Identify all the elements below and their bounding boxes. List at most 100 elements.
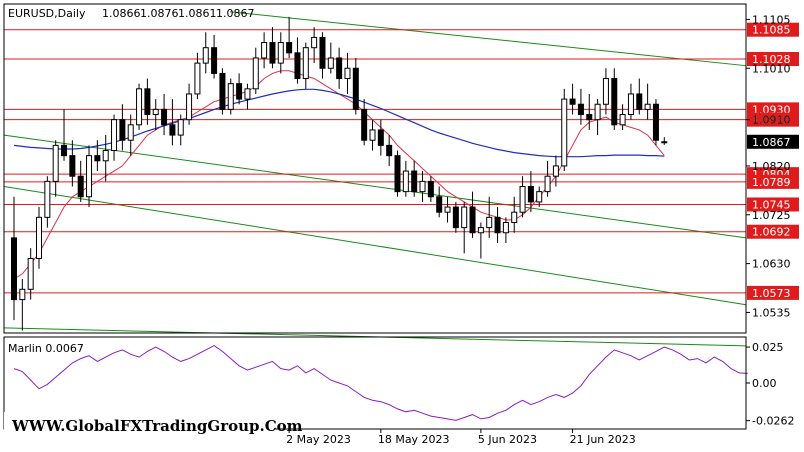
candle-bull [561,98,568,167]
candle-bear [494,216,501,234]
candle-bear [586,114,593,121]
candle-bull [44,180,51,218]
candle-bear [144,88,151,116]
candle-bull [86,155,93,198]
level-label: 1.0789 [752,176,791,189]
candle-bull [544,175,551,193]
date-tick-label: 18 May 2023 [378,433,450,446]
candle-bear [77,175,84,198]
candle-bear [61,144,68,157]
candle-bear [319,36,326,69]
watermark: WWW.GlobalFXTradingGroup.Com [11,417,303,435]
candle-bull [477,227,484,234]
ohlc-high: 1.0876 [140,7,179,20]
candle-bull [177,119,184,136]
candle-bull [277,42,284,64]
lower-trendline [3,185,747,306]
indicator-tick-label: -0.0262 [752,415,794,428]
candle-bear [411,170,418,193]
upper-trendline [229,11,747,67]
candle-bull [136,88,143,126]
price-tick-label: 1.1010 [752,62,791,75]
level-label-bg [747,197,799,212]
candle-bull [102,150,109,162]
candle-bull [27,257,34,290]
candle-bull [344,67,351,80]
indicator-pane-frame [3,336,747,430]
candle-bear [427,180,434,198]
level-label: 1.0910 [752,114,791,127]
level-label-bg [747,22,799,37]
candle-bear [569,98,576,105]
candle-bull [19,288,26,301]
candle-bear [94,155,101,162]
candle-bear [577,103,584,116]
candle-bull [302,47,309,80]
price-tick-label: 1.0820 [752,160,791,173]
candle-bear [377,129,384,146]
candle-bear [211,47,218,74]
candle-bull [327,57,334,69]
candle-bull [369,129,376,141]
candle-bear [436,196,443,213]
candle-bear [452,206,459,229]
indicator-tick-label: 0.025 [752,341,784,354]
candle-bull [202,47,209,64]
price-tick-label: 1.1105 [752,13,791,26]
candle-bull [594,103,601,121]
candle-bear [336,57,343,80]
price-tick-label: 1.0630 [752,258,791,271]
candle-bull [536,191,543,203]
candle-bull [227,83,234,110]
level-label: 1.0745 [752,198,791,211]
candle-bull [52,144,59,182]
candle-bull [152,108,159,116]
candle-bear [294,52,301,80]
ohlc-open: 1.0866 [102,7,141,20]
candle-bear [119,119,126,141]
price-tick-label: 1.0535 [752,306,791,319]
level-label: 1.0692 [752,226,791,239]
candle-bear [286,42,293,54]
level-label-bg [747,224,799,239]
candle-bear [69,155,76,177]
marlin-line [13,345,748,421]
candle-bull [444,206,451,213]
candle-bull [619,114,626,126]
symbol-label: EURUSD,Daily [8,7,86,20]
candle-bear [527,185,534,203]
current-price-bg [747,134,799,149]
candle-bull [194,62,201,95]
date-tick-label: 2 May 2023 [286,433,351,446]
date-tick-label: 5 Jun 2023 [478,433,537,446]
price-tick-label: 1.0910 [752,114,791,127]
level-label: 1.0573 [752,287,791,300]
candle-bull [186,93,193,121]
candle-bull [602,78,609,105]
candle-bull [627,93,634,116]
candle-bull [419,180,426,193]
candle-bull [502,221,509,234]
candle-bull [486,216,493,229]
current-price-label: 1.0867 [752,136,791,149]
watermark-bg [4,412,274,438]
candle-bear [10,237,18,301]
level-label-bg [747,285,799,300]
date-tick-label: 21 Jun 2023 [570,433,636,446]
candle-bull [461,206,468,229]
level-label-bg [747,174,799,189]
candle-bull [111,119,118,152]
candle-bear [219,72,226,110]
main-pane-frame [3,3,747,334]
candle-bear [469,206,476,234]
candle-bull [661,141,668,144]
candle-bull [552,165,559,177]
level-label-bg [747,112,799,127]
candle-bear [386,144,393,157]
candle-bear [636,93,643,110]
candle-bear [652,103,659,141]
candle-bull [127,124,134,141]
candle-bull [261,42,268,59]
candle-bear [394,155,401,193]
